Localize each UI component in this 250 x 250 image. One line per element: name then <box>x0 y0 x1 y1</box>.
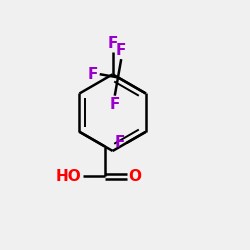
Text: F: F <box>116 43 126 58</box>
Text: HO: HO <box>56 169 82 184</box>
Text: F: F <box>115 136 125 150</box>
Text: O: O <box>129 169 142 184</box>
Text: F: F <box>108 36 118 51</box>
Text: F: F <box>110 97 120 112</box>
Text: F: F <box>88 67 99 82</box>
